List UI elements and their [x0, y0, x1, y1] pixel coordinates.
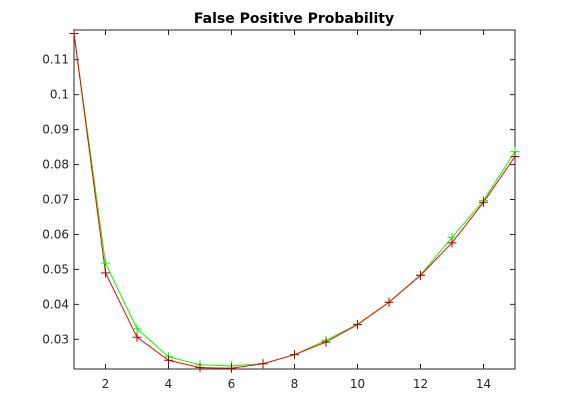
y-tick-label: 0.03	[42, 332, 69, 346]
chart-title: False Positive Probability	[194, 11, 394, 27]
x-tick-label: 8	[291, 377, 299, 391]
x-tick-label: 6	[228, 377, 236, 391]
plot-area	[73, 29, 516, 370]
series-2-point	[479, 197, 488, 207]
series-2-point	[164, 355, 173, 365]
y-tick-label: 0.07	[42, 193, 69, 207]
series-2-point	[101, 268, 110, 278]
series-layer	[69, 28, 520, 373]
series-2-point	[353, 320, 362, 330]
series-2-point	[69, 28, 79, 38]
series-2-point	[447, 238, 457, 248]
y-tick-label: 0.04	[42, 297, 69, 311]
y-axis: 0.03 0.04 0.05 0.06 0.07 0.08 0.09 0.1 0.11	[42, 53, 515, 346]
series-2-point	[227, 363, 236, 373]
series-2-point	[384, 297, 394, 307]
series-2-point	[416, 270, 425, 280]
series-2-point	[510, 152, 520, 162]
series-2-point	[258, 359, 268, 369]
x-tick-label: 2	[102, 377, 110, 391]
y-tick-label: 0.08	[42, 158, 69, 172]
y-tick-label: 0.05	[42, 262, 69, 276]
series-2-point	[195, 363, 205, 373]
y-tick-label: 0.11	[42, 53, 69, 67]
x-tick-label: 14	[476, 377, 491, 391]
x-tick-label: 10	[350, 377, 365, 391]
series-1-point	[132, 324, 142, 334]
x-tick-label: 4	[165, 377, 173, 391]
y-tick-label: 0.06	[42, 227, 69, 241]
y-tick-label: 0.09	[42, 123, 69, 137]
x-tick-label: 12	[413, 377, 428, 391]
x-axis: 2 4 6 8 10 12 14	[102, 30, 491, 391]
y-tick-label: 0.1	[50, 88, 69, 102]
series-1-point	[101, 258, 110, 268]
series-2-point	[321, 337, 331, 347]
series-2-point	[132, 332, 142, 342]
series-2-point	[290, 350, 299, 360]
